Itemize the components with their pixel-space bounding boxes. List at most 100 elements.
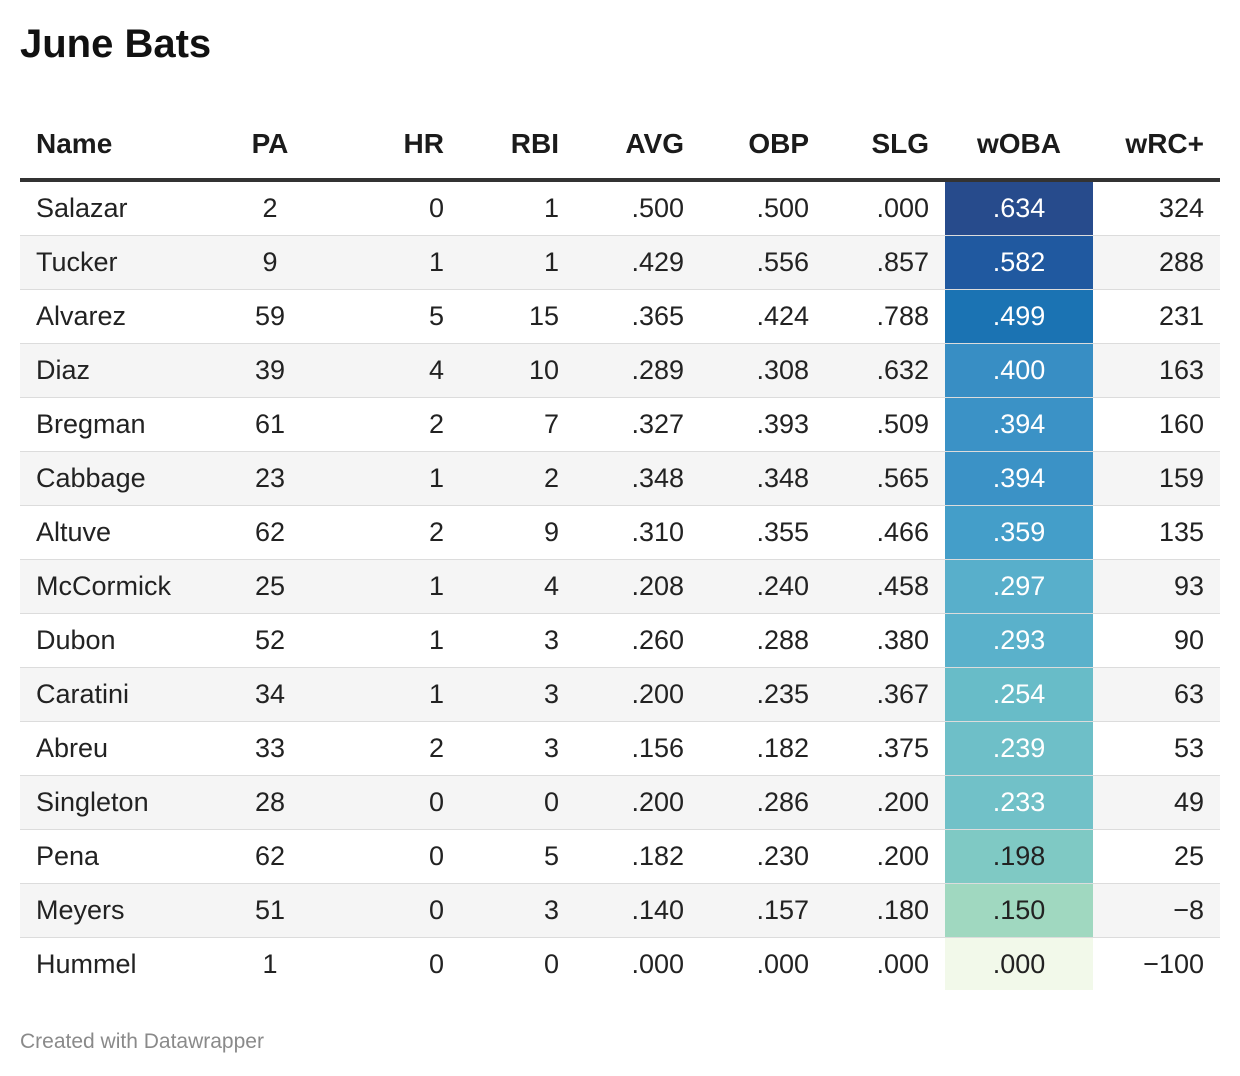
cell-wrc-plus: 231 [1093, 289, 1220, 344]
cell-obp: .240 [700, 559, 825, 614]
cell-pa: 52 [220, 613, 320, 668]
cell-name: Cabbage [20, 451, 220, 506]
cell-obp: .308 [700, 343, 825, 398]
cell-avg: .429 [575, 235, 700, 290]
cell-name: Singleton [20, 775, 220, 830]
cell-rbi: 10 [460, 343, 575, 398]
cell-obp: .235 [700, 667, 825, 722]
cell-avg: .327 [575, 397, 700, 452]
cell-avg: .200 [575, 775, 700, 830]
table-row: Abreu 33 2 3.156.182.375.239 53 [20, 721, 1220, 776]
cell-wrc-plus: 25 [1093, 829, 1220, 884]
cell-rbi: 1 [460, 180, 575, 236]
table-row: Caratini 34 1 3.200.235.367.254 63 [20, 667, 1220, 722]
cell-slg: .367 [825, 667, 945, 722]
table-row: Singleton 28 0 0.200.286.200.233 49 [20, 775, 1220, 830]
column-header-obp[interactable]: OBP [700, 110, 825, 182]
column-header-rbi[interactable]: RBI [460, 110, 575, 182]
cell-pa: 25 [220, 559, 320, 614]
cell-wrc-plus: 63 [1093, 667, 1220, 722]
cell-rbi: 4 [460, 559, 575, 614]
table-row: Altuve 62 2 9.310.355.466.359 135 [20, 505, 1220, 560]
cell-pa: 59 [220, 289, 320, 344]
cell-woba: .582 [945, 235, 1093, 290]
table-row: Bregman 61 2 7.327.393.509.394 160 [20, 397, 1220, 452]
cell-woba: .394 [945, 451, 1093, 506]
cell-woba: .293 [945, 613, 1093, 668]
cell-rbi: 3 [460, 613, 575, 668]
cell-slg: .565 [825, 451, 945, 506]
cell-avg: .000 [631, 948, 684, 979]
cell-name: Alvarez [20, 289, 220, 344]
cell-hr: 2 [320, 721, 460, 776]
column-header-avg[interactable]: AVG [575, 110, 700, 182]
cell-rbi: 9 [460, 505, 575, 560]
cell-pa: 23 [220, 451, 320, 506]
cell-hr: 0 [320, 775, 460, 830]
cell-name: Caratini [20, 667, 220, 722]
cell-name: Diaz [20, 343, 220, 398]
cell-woba: .359 [945, 505, 1093, 560]
cell-rbi: 7 [460, 397, 575, 452]
cell-slg: .857 [825, 235, 945, 290]
cell-hr: 1 [320, 559, 460, 614]
cell-obp: .230 [700, 829, 825, 884]
cell-woba: .239 [945, 721, 1093, 776]
column-header-woba[interactable]: wOBA [945, 110, 1093, 182]
table-row: Cabbage 23 1 2.348.348.565.394 159 [20, 451, 1220, 506]
cell-wrc-plus: 135 [1093, 505, 1220, 560]
cell-pa: 61 [220, 397, 320, 452]
table-row: Tucker 9 1 1.429.556.857.582 288 [20, 235, 1220, 290]
cell-woba: .634 [945, 180, 1093, 236]
cell-wrc-plus: 324 [1093, 180, 1220, 236]
footer-credit: Created with Datawrapper [20, 1030, 264, 1053]
table-row: Pena 62 0 5.182.230.200.198 25 [20, 829, 1220, 884]
cell-avg: .500 [575, 180, 700, 236]
cell-avg: .182 [575, 829, 700, 884]
cell-name: McCormick [20, 559, 220, 614]
cell-name: Salazar [20, 180, 220, 236]
column-header-name[interactable]: Name [20, 110, 220, 182]
table-row: Hummel 1 0 0 .000 .000 .000 .000 −100 [20, 937, 1220, 990]
cell-pa: 2 [220, 180, 320, 236]
cell-woba: .000 [945, 937, 1093, 990]
cell-name: Altuve [20, 505, 220, 560]
cell-obp: .348 [700, 451, 825, 506]
cell-rbi: 3 [460, 667, 575, 722]
cell-obp: .286 [700, 775, 825, 830]
column-header-slg[interactable]: SLG [825, 110, 945, 182]
cell-rbi: 0 [543, 948, 559, 979]
column-header-wrc-plus[interactable]: wRC+ [1093, 110, 1220, 182]
column-header-hr[interactable]: HR [320, 110, 460, 182]
cell-obp: .182 [700, 721, 825, 776]
cell-rbi: 3 [460, 721, 575, 776]
cell-rbi: 1 [460, 235, 575, 290]
cell-slg: .380 [825, 613, 945, 668]
cell-hr: 0 [320, 883, 460, 938]
cell-avg: .260 [575, 613, 700, 668]
cell-rbi: 5 [460, 829, 575, 884]
cell-hr: 1 [320, 613, 460, 668]
cell-slg: .200 [825, 829, 945, 884]
cell-slg: .632 [825, 343, 945, 398]
cell-wrc-plus: −8 [1093, 883, 1220, 938]
column-header-pa[interactable]: PA [220, 110, 320, 182]
cell-obp: .500 [700, 180, 825, 236]
cell-hr: 0 [320, 180, 460, 236]
cell-slg: .200 [825, 775, 945, 830]
cell-wrc-plus: 163 [1093, 343, 1220, 398]
cell-name: Pena [20, 829, 220, 884]
cell-rbi: 0 [460, 775, 575, 830]
cell-pa: 62 [220, 505, 320, 560]
cell-name: Hummel [36, 948, 137, 979]
cell-avg: .140 [575, 883, 700, 938]
cell-name: Dubon [20, 613, 220, 668]
cell-obp: .000 [756, 948, 809, 979]
cell-wrc-plus: 93 [1093, 559, 1220, 614]
chart-title: June Bats [20, 22, 212, 66]
cell-pa: 1 [262, 948, 278, 979]
cell-pa: 62 [220, 829, 320, 884]
cell-avg: .208 [575, 559, 700, 614]
table-row: Dubon 52 1 3.260.288.380.293 90 [20, 613, 1220, 668]
cell-obp: .424 [700, 289, 825, 344]
